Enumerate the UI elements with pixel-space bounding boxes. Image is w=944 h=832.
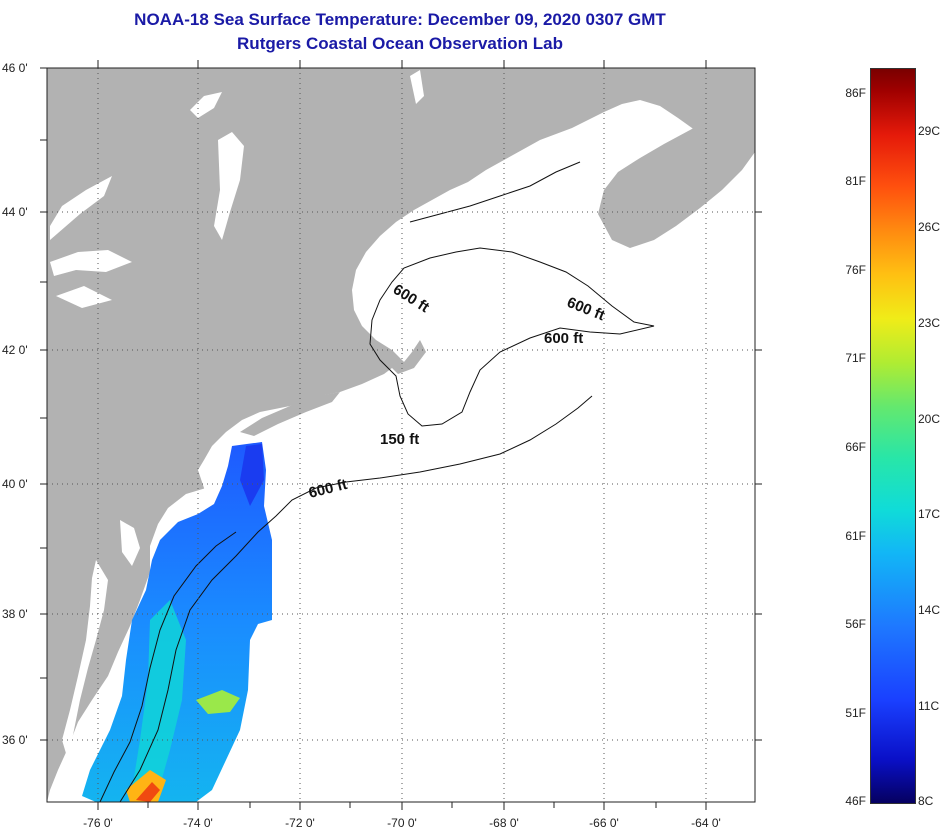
chesapeake-bay [62,560,108,760]
colorbar-label-f: 46F [845,794,866,808]
colorbar-label-c: 26C [918,220,941,234]
temperature-color-scale [870,68,916,804]
cloud-patch [56,286,112,308]
colorbar-label-c: 20C [918,412,941,426]
sst-hottest-patch [136,782,160,802]
lon-label: -76 0' [83,816,113,830]
lon-label: -66 0' [589,816,619,830]
axis-ticks [40,60,762,810]
contour-label: 600 ft [544,330,583,347]
sst-warm-band [130,600,186,802]
colorbar-label-f: 71F [845,351,866,365]
colorbar-label-f: 81F [845,174,866,188]
contour-150ft [99,531,237,802]
lat-label: 42 0' [2,343,28,357]
colorbar-label-c: 29C [918,124,941,138]
colorbar-label-c: 17C [918,507,941,521]
lat-label: 46 0' [2,61,28,75]
sst-warm-patch [196,690,240,714]
colorbar-label-f: 56F [845,617,866,631]
lon-label: -72 0' [285,816,315,830]
contour-georges-bank [369,247,655,427]
delaware-bay [120,520,140,566]
lat-label: 40 0' [2,477,28,491]
contour-gulf-of-maine [409,161,581,223]
lat-label: 44 0' [2,205,28,219]
land-cape-cod [390,340,426,374]
contour-600ft [119,395,593,802]
colorbar-label-c: 14C [918,603,941,617]
cloud-patch [410,70,424,104]
colorbar-label-f: 86F [845,86,866,100]
colorbar-label-c: 8C [918,794,934,808]
colorbar-label-f: 61F [845,529,866,543]
cloud-patch [190,92,222,118]
colorbar-label-f: 51F [845,706,866,720]
lon-label: -64 0' [691,816,721,830]
lon-label: -68 0' [489,816,519,830]
lon-label: -70 0' [387,816,417,830]
sst-swath-cool [240,444,264,506]
lon-label: -74 0' [183,816,213,830]
lat-label: 36 0' [2,733,28,747]
colorbar-label-c: 23C [918,316,941,330]
lat-label: 38 0' [2,607,28,621]
colorbar-label-f: 76F [845,263,866,277]
colorbar-label-f: 66F [845,440,866,454]
cloud-patch [214,132,244,240]
colorbar-label-c: 11C [918,699,940,713]
graticule [47,68,755,802]
map-frame [46,67,756,803]
cloud-patch [50,250,132,276]
land-nova-scotia [598,112,755,248]
contour-label: 150 ft [380,431,419,448]
map-title: NOAA-18 Sea Surface Temperature: Decembe… [134,10,666,29]
land-mainland [47,68,755,802]
cloud-patch [50,176,112,240]
map-subtitle: Rutgers Coastal Ocean Observation Lab [237,34,563,53]
land-long-island [240,392,340,436]
